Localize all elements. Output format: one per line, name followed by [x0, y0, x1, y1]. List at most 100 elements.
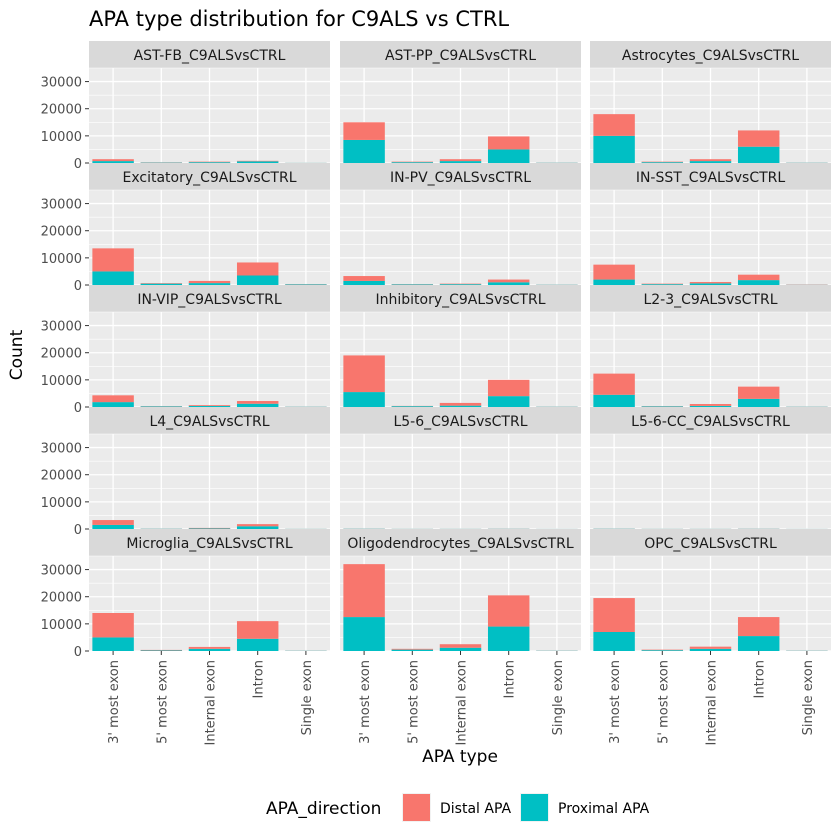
bar-proximal-apa — [593, 279, 635, 285]
y-tick-label: 0 — [74, 523, 82, 538]
bar-distal-apa — [593, 114, 635, 136]
facet-strip — [89, 285, 330, 312]
bar-proximal-apa — [236, 161, 279, 163]
bar-proximal-apa — [391, 162, 434, 163]
y-tick-label: 20000 — [41, 225, 82, 240]
facet-strip — [590, 407, 831, 434]
facet-strip-label: Oligodendrocytes_C9ALSvsCTRL — [347, 536, 573, 552]
y-tick-label: 20000 — [41, 103, 82, 118]
facet-strip — [89, 41, 330, 68]
bar-distal-apa — [593, 598, 635, 632]
facet-panel: Microglia_C9ALSvsCTRL 0 10000 20000 30000 3' … — [41, 529, 330, 746]
bar-proximal-apa — [92, 637, 134, 651]
x-tick-label: Internal exon — [204, 660, 219, 746]
bar-proximal-apa — [737, 146, 780, 163]
bar-proximal-apa — [487, 626, 530, 651]
x-tick-label: 3' most exon — [358, 660, 373, 744]
facet-panel: AST-PP_C9ALSvsCTRL — [340, 41, 581, 164]
bar-proximal-apa — [641, 650, 684, 651]
facet-strip-label: IN-VIP_C9ALSvsCTRL — [137, 292, 282, 308]
bar-distal-apa — [188, 405, 231, 406]
y-tick-label: 10000 — [41, 252, 82, 267]
bar-proximal-apa — [188, 405, 231, 407]
facet-strip-label: AST-FB_C9ALSvsCTRL — [134, 48, 286, 64]
bar-distal-apa — [343, 564, 385, 618]
bar-proximal-apa — [236, 275, 279, 285]
bar-distal-apa — [737, 617, 780, 637]
bar-distal-apa — [92, 395, 134, 403]
bar-proximal-apa — [689, 648, 732, 651]
facet-strip-label: IN-SST_C9ALSvsCTRL — [636, 170, 786, 186]
bar-distal-apa — [689, 159, 732, 162]
y-tick-label: 0 — [74, 279, 82, 294]
bar-proximal-apa — [92, 271, 134, 285]
bar-distal-apa — [343, 276, 385, 281]
bar-proximal-apa — [236, 403, 279, 407]
bar-distal-apa — [737, 130, 780, 147]
bar-distal-apa — [236, 524, 279, 527]
facet-panel: Astrocytes_C9ALSvsCTRL — [590, 41, 831, 164]
y-tick-label: 0 — [74, 401, 82, 416]
bar-distal-apa — [188, 280, 231, 284]
x-tick-label: Single exon — [801, 660, 816, 735]
facet-strip — [340, 41, 581, 68]
bar-distal-apa — [439, 402, 482, 406]
facet-panel: IN-VIP_C9ALSvsCTRL 0 10000 20000 30000 — [41, 285, 330, 416]
bar-proximal-apa — [439, 405, 482, 407]
facet-strip-label: L2-3_C9ALSvsCTRL — [643, 292, 777, 308]
legend-label: Proximal APA — [558, 801, 650, 817]
bar-distal-apa — [140, 649, 183, 651]
bar-proximal-apa — [689, 161, 732, 163]
y-tick-label: 10000 — [41, 496, 82, 511]
bar-proximal-apa — [737, 398, 780, 407]
bar-proximal-apa — [343, 280, 385, 285]
facet-strip-label: L5-6-CC_C9ALSvsCTRL — [631, 414, 790, 430]
bar-proximal-apa — [737, 636, 780, 651]
bar-proximal-apa — [92, 161, 134, 163]
facet-strip — [590, 285, 831, 312]
facet-panel: AST-FB_C9ALSvsCTRL 0 10000 20000 30000 — [41, 41, 330, 172]
bar-distal-apa — [737, 274, 780, 281]
x-tick-label: 3' most exon — [107, 660, 122, 744]
x-tick-label: 5' most exon — [656, 660, 671, 744]
y-tick-label: 30000 — [41, 442, 82, 457]
bar-proximal-apa — [140, 650, 183, 651]
facet-panel: IN-PV_C9ALSvsCTRL — [340, 163, 581, 286]
facet-strip-label: Inhibitory_C9ALSvsCTRL — [375, 292, 545, 308]
bar-proximal-apa — [641, 162, 684, 163]
facet-strip — [89, 163, 330, 190]
bar-distal-apa — [737, 386, 780, 399]
bar-proximal-apa — [140, 283, 183, 285]
bar-proximal-apa — [593, 135, 635, 163]
bar-proximal-apa — [140, 406, 183, 407]
facet-strip — [340, 529, 581, 556]
bar-distal-apa — [92, 248, 134, 272]
facet-strip-label: L4_C9ALSvsCTRL — [149, 414, 269, 430]
bar-proximal-apa — [188, 283, 231, 285]
bar-proximal-apa — [641, 284, 684, 285]
bar-proximal-apa — [343, 139, 385, 163]
facet-strip — [590, 163, 831, 190]
bar-distal-apa — [188, 161, 231, 163]
y-tick-label: 10000 — [41, 618, 82, 633]
facet-strip — [89, 529, 330, 556]
x-tick-label: 5' most exon — [406, 660, 421, 744]
bar-distal-apa — [689, 646, 732, 649]
facet-strip — [340, 407, 581, 434]
bar-proximal-apa — [343, 617, 385, 651]
facet-panel: L5-6-CC_C9ALSvsCTRL — [590, 407, 831, 530]
y-tick-label: 10000 — [41, 130, 82, 145]
legend: APA_direction Distal APA Proximal APA — [266, 793, 650, 822]
y-tick-label: 10000 — [41, 374, 82, 389]
facet-strip-label: AST-PP_C9ALSvsCTRL — [385, 48, 536, 64]
facet-panel: L5-6_C9ALSvsCTRL — [340, 407, 581, 530]
bar-proximal-apa — [737, 280, 780, 285]
y-tick-label: 30000 — [41, 320, 82, 335]
y-tick-label: 30000 — [41, 198, 82, 213]
facet-panel: Inhibitory_C9ALSvsCTRL — [340, 285, 581, 408]
bar-distal-apa — [487, 595, 530, 627]
bar-distal-apa — [188, 646, 231, 649]
x-tick-label: Intron — [753, 660, 768, 698]
facet-strip-label: IN-PV_C9ALSvsCTRL — [390, 170, 531, 186]
